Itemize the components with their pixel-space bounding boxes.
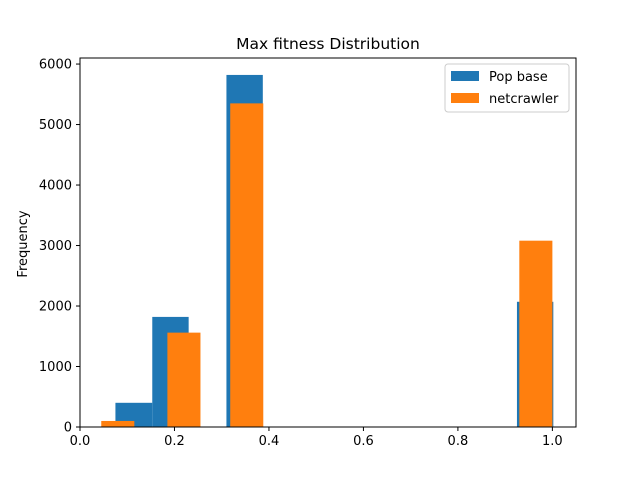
axes: 0.0 0.2 0.4 0.6 0.8 1.0 0 1000 2000 3000 4000 5000 6… xyxy=(39,57,577,449)
bar-netcrawler-0 xyxy=(101,420,135,427)
y-tick-label: 6000 xyxy=(39,58,72,73)
y-tick-label: 4000 xyxy=(39,179,72,194)
x-tick-label: 0.0 xyxy=(70,434,91,449)
x-tick-label: 1.0 xyxy=(542,434,563,449)
y-tick-label: 2000 xyxy=(39,300,72,315)
x-tick-label: 0.8 xyxy=(448,434,469,449)
y-axis-label: Frequency xyxy=(16,210,31,277)
x-tick-label: 0.2 xyxy=(164,434,185,449)
x-tick-label: 0.6 xyxy=(353,434,374,449)
legend: Pop base netcrawler xyxy=(444,63,570,113)
y-tick-label: 5000 xyxy=(39,118,72,133)
legend-label: netcrawler xyxy=(489,92,559,107)
plot-frame xyxy=(79,57,577,428)
y-tick-label: 1000 xyxy=(39,360,72,375)
y-tick-label: 3000 xyxy=(39,239,72,254)
bar-netcrawler-2 xyxy=(230,103,264,428)
bar-netcrawler-3 xyxy=(519,240,553,427)
legend-label: Pop base xyxy=(489,70,548,85)
chart-title: Max fitness Distribution xyxy=(236,35,420,53)
bar-netcrawler-1 xyxy=(167,332,201,427)
bars-layer xyxy=(101,74,554,428)
legend-swatch xyxy=(451,71,479,81)
legend-swatch xyxy=(451,93,479,103)
y-tick-label: 0 xyxy=(64,421,72,436)
x-tick-label: 0.4 xyxy=(259,434,280,449)
